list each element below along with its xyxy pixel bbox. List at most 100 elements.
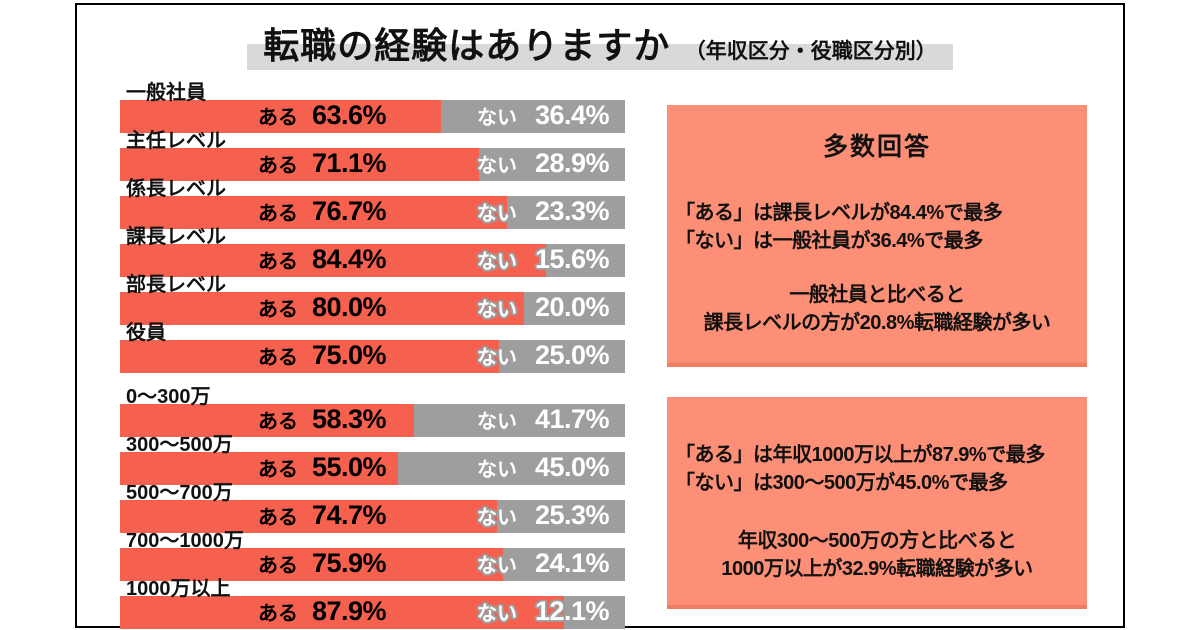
no-percent: 25.3% [535, 500, 610, 530]
fact-line: 「ない」は300〜500万が45.0%で最多 [675, 472, 1008, 494]
fact-line: 「ある」は課長レベルが84.4%で最多 [675, 202, 1003, 224]
row-label: 0〜300万 [126, 386, 211, 408]
no-percent: 45.0% [535, 452, 610, 482]
bar-yes-segment [120, 292, 524, 325]
yes-series-label: ある [258, 411, 298, 433]
title-wrap: 転職の経験はありますか （年収区分・役職区分別） [247, 17, 953, 70]
panel-comparison: 一般社員と比べると 課長レベルの方が20.8%転職経験が多い [667, 281, 1087, 337]
no-series-label: ない [477, 411, 517, 433]
yes-series-label: ある [258, 155, 298, 177]
bar-yes-value: ある 58.3% [258, 404, 387, 435]
yes-percent: 75.0% [312, 340, 387, 370]
panel-facts: 「ある」は課長レベルが84.4%で最多 「ない」は一般社員が36.4%で最多 [667, 199, 1087, 255]
no-series-label: ない [477, 555, 517, 577]
no-percent: 23.3% [535, 196, 610, 226]
chart-row: 500〜700万 ある 74.7% ない 25.3% [120, 482, 625, 533]
bar-yes-value: ある 63.6% [258, 100, 387, 131]
yes-percent: 74.7% [312, 500, 387, 530]
row-label: 役員 [126, 322, 166, 344]
bar-no-value: ない 28.9% [477, 148, 610, 179]
no-percent: 15.6% [535, 244, 610, 274]
no-series-label: ない [477, 155, 517, 177]
bar-no-value: ない 24.1% [477, 548, 610, 579]
no-series-label: ない [477, 603, 517, 625]
bar-yes-value: ある 87.9% [258, 596, 387, 627]
bar-yes-segment [120, 148, 480, 181]
no-series-label: ない [477, 251, 517, 273]
bar-yes-value: ある 75.0% [258, 340, 387, 371]
row-label: 課長レベル [126, 226, 226, 248]
no-percent: 12.1% [535, 596, 610, 626]
row-label: 500〜700万 [126, 482, 233, 504]
bar-yes-segment [120, 244, 547, 277]
yes-series-label: ある [258, 203, 298, 225]
chart-row: 一般社員 ある 63.6% ない 36.4% [120, 82, 625, 133]
chart-row: 主任レベル ある 71.1% ない 28.9% [120, 130, 625, 181]
yes-percent: 76.7% [312, 196, 387, 226]
bar-no-value: ない 12.1% [477, 596, 610, 627]
yes-series-label: ある [258, 299, 298, 321]
bar-yes-value: ある 84.4% [258, 244, 387, 275]
chart-group-position: 一般社員 ある 63.6% ない 36.4% 主任レベル ある 71.1% ない 28.… [120, 82, 625, 373]
no-percent: 28.9% [535, 148, 610, 178]
chart-row: 係長レベル ある 76.7% ない 23.3% [120, 178, 625, 229]
bar-track: ある 63.6% ない 36.4% [120, 100, 625, 133]
yes-percent: 58.3% [312, 404, 387, 434]
comparison-line: 課長レベルの方が20.8%転職経験が多い [703, 312, 1051, 334]
row-label: 係長レベル [126, 178, 226, 200]
annotation-panel-position: 多数回答 「ある」は課長レベルが84.4%で最多 「ない」は一般社員が36.4%… [667, 105, 1087, 367]
row-label: 一般社員 [126, 82, 206, 104]
no-percent: 20.0% [535, 292, 610, 322]
fact-line: 「ある」は年収1000万以上が87.9%で最多 [675, 444, 1045, 466]
bar-track: ある 71.1% ない 28.9% [120, 148, 625, 181]
yes-series-label: ある [258, 251, 298, 273]
yes-series-label: ある [258, 459, 298, 481]
yes-percent: 84.4% [312, 244, 387, 274]
annotation-panel-income: 「ある」は年収1000万以上が87.9%で最多 「ない」は300〜500万が45… [667, 397, 1087, 609]
stacked-bar-chart: 一般社員 ある 63.6% ない 36.4% 主任レベル ある 71.1% ない 28.… [120, 82, 625, 629]
bar-track: ある 75.0% ない 25.0% [120, 340, 625, 373]
bar-no-value: ない 23.3% [477, 196, 610, 227]
bar-track: ある 55.0% ない 45.0% [120, 452, 625, 485]
comparison-line: 1000万以上が32.9%転職経験が多い [721, 558, 1033, 580]
no-series-label: ない [477, 507, 517, 529]
chart-row: 1000万以上 ある 87.9% ない 12.1% [120, 579, 625, 629]
no-series-label: ない [477, 203, 517, 225]
yes-percent: 87.9% [312, 596, 387, 626]
bar-yes-segment [120, 196, 508, 229]
bar-no-value: ない 45.0% [477, 452, 610, 483]
bar-yes-value: ある 76.7% [258, 196, 387, 227]
bar-no-value: ない 25.3% [477, 500, 610, 531]
bar-yes-value: ある 75.9% [258, 548, 387, 579]
bar-yes-segment [120, 404, 415, 437]
title-highlight-band [247, 44, 953, 70]
bar-no-value: ない 15.6% [477, 244, 610, 275]
chart-row: 役員 ある 75.0% ない 25.0% [120, 322, 625, 373]
yes-series-label: ある [258, 347, 298, 369]
no-series-label: ない [477, 459, 517, 481]
row-label: 主任レベル [126, 130, 226, 152]
bar-track: ある 80.0% ない 20.0% [120, 292, 625, 325]
bar-track: ある 76.7% ない 23.3% [120, 196, 625, 229]
bar-track: ある 74.7% ない 25.3% [120, 500, 625, 533]
yes-percent: 63.6% [312, 100, 387, 130]
row-label: 700〜1000万 [126, 530, 244, 552]
chart-row: 300〜500万 ある 55.0% ない 45.0% [120, 434, 625, 485]
yes-series-label: ある [258, 603, 298, 625]
row-label: 部長レベル [126, 274, 226, 296]
row-label: 300〜500万 [126, 434, 233, 456]
bar-yes-segment [120, 548, 504, 581]
comparison-line: 年収300〜500万の方と比べると [737, 530, 1017, 552]
page-title: 転職の経験はありますか [263, 25, 671, 66]
chart-group-income: 0〜300万 ある 58.3% ない 41.7% 300〜500万 ある 55.0% … [120, 386, 625, 629]
bar-yes-segment [120, 452, 398, 485]
no-percent: 24.1% [535, 548, 610, 578]
bar-track: ある 58.3% ない 41.7% [120, 404, 625, 437]
bar-track: ある 84.4% ない 15.6% [120, 244, 625, 277]
bar-yes-value: ある 74.7% [258, 500, 387, 531]
yes-percent: 55.0% [312, 452, 387, 482]
chart-row: 部長レベル ある 80.0% ない 20.0% [120, 274, 625, 325]
bar-yes-segment [120, 500, 498, 533]
page-subtitle: （年収区分・役職区分別） [684, 40, 937, 63]
yes-series-label: ある [258, 107, 298, 129]
